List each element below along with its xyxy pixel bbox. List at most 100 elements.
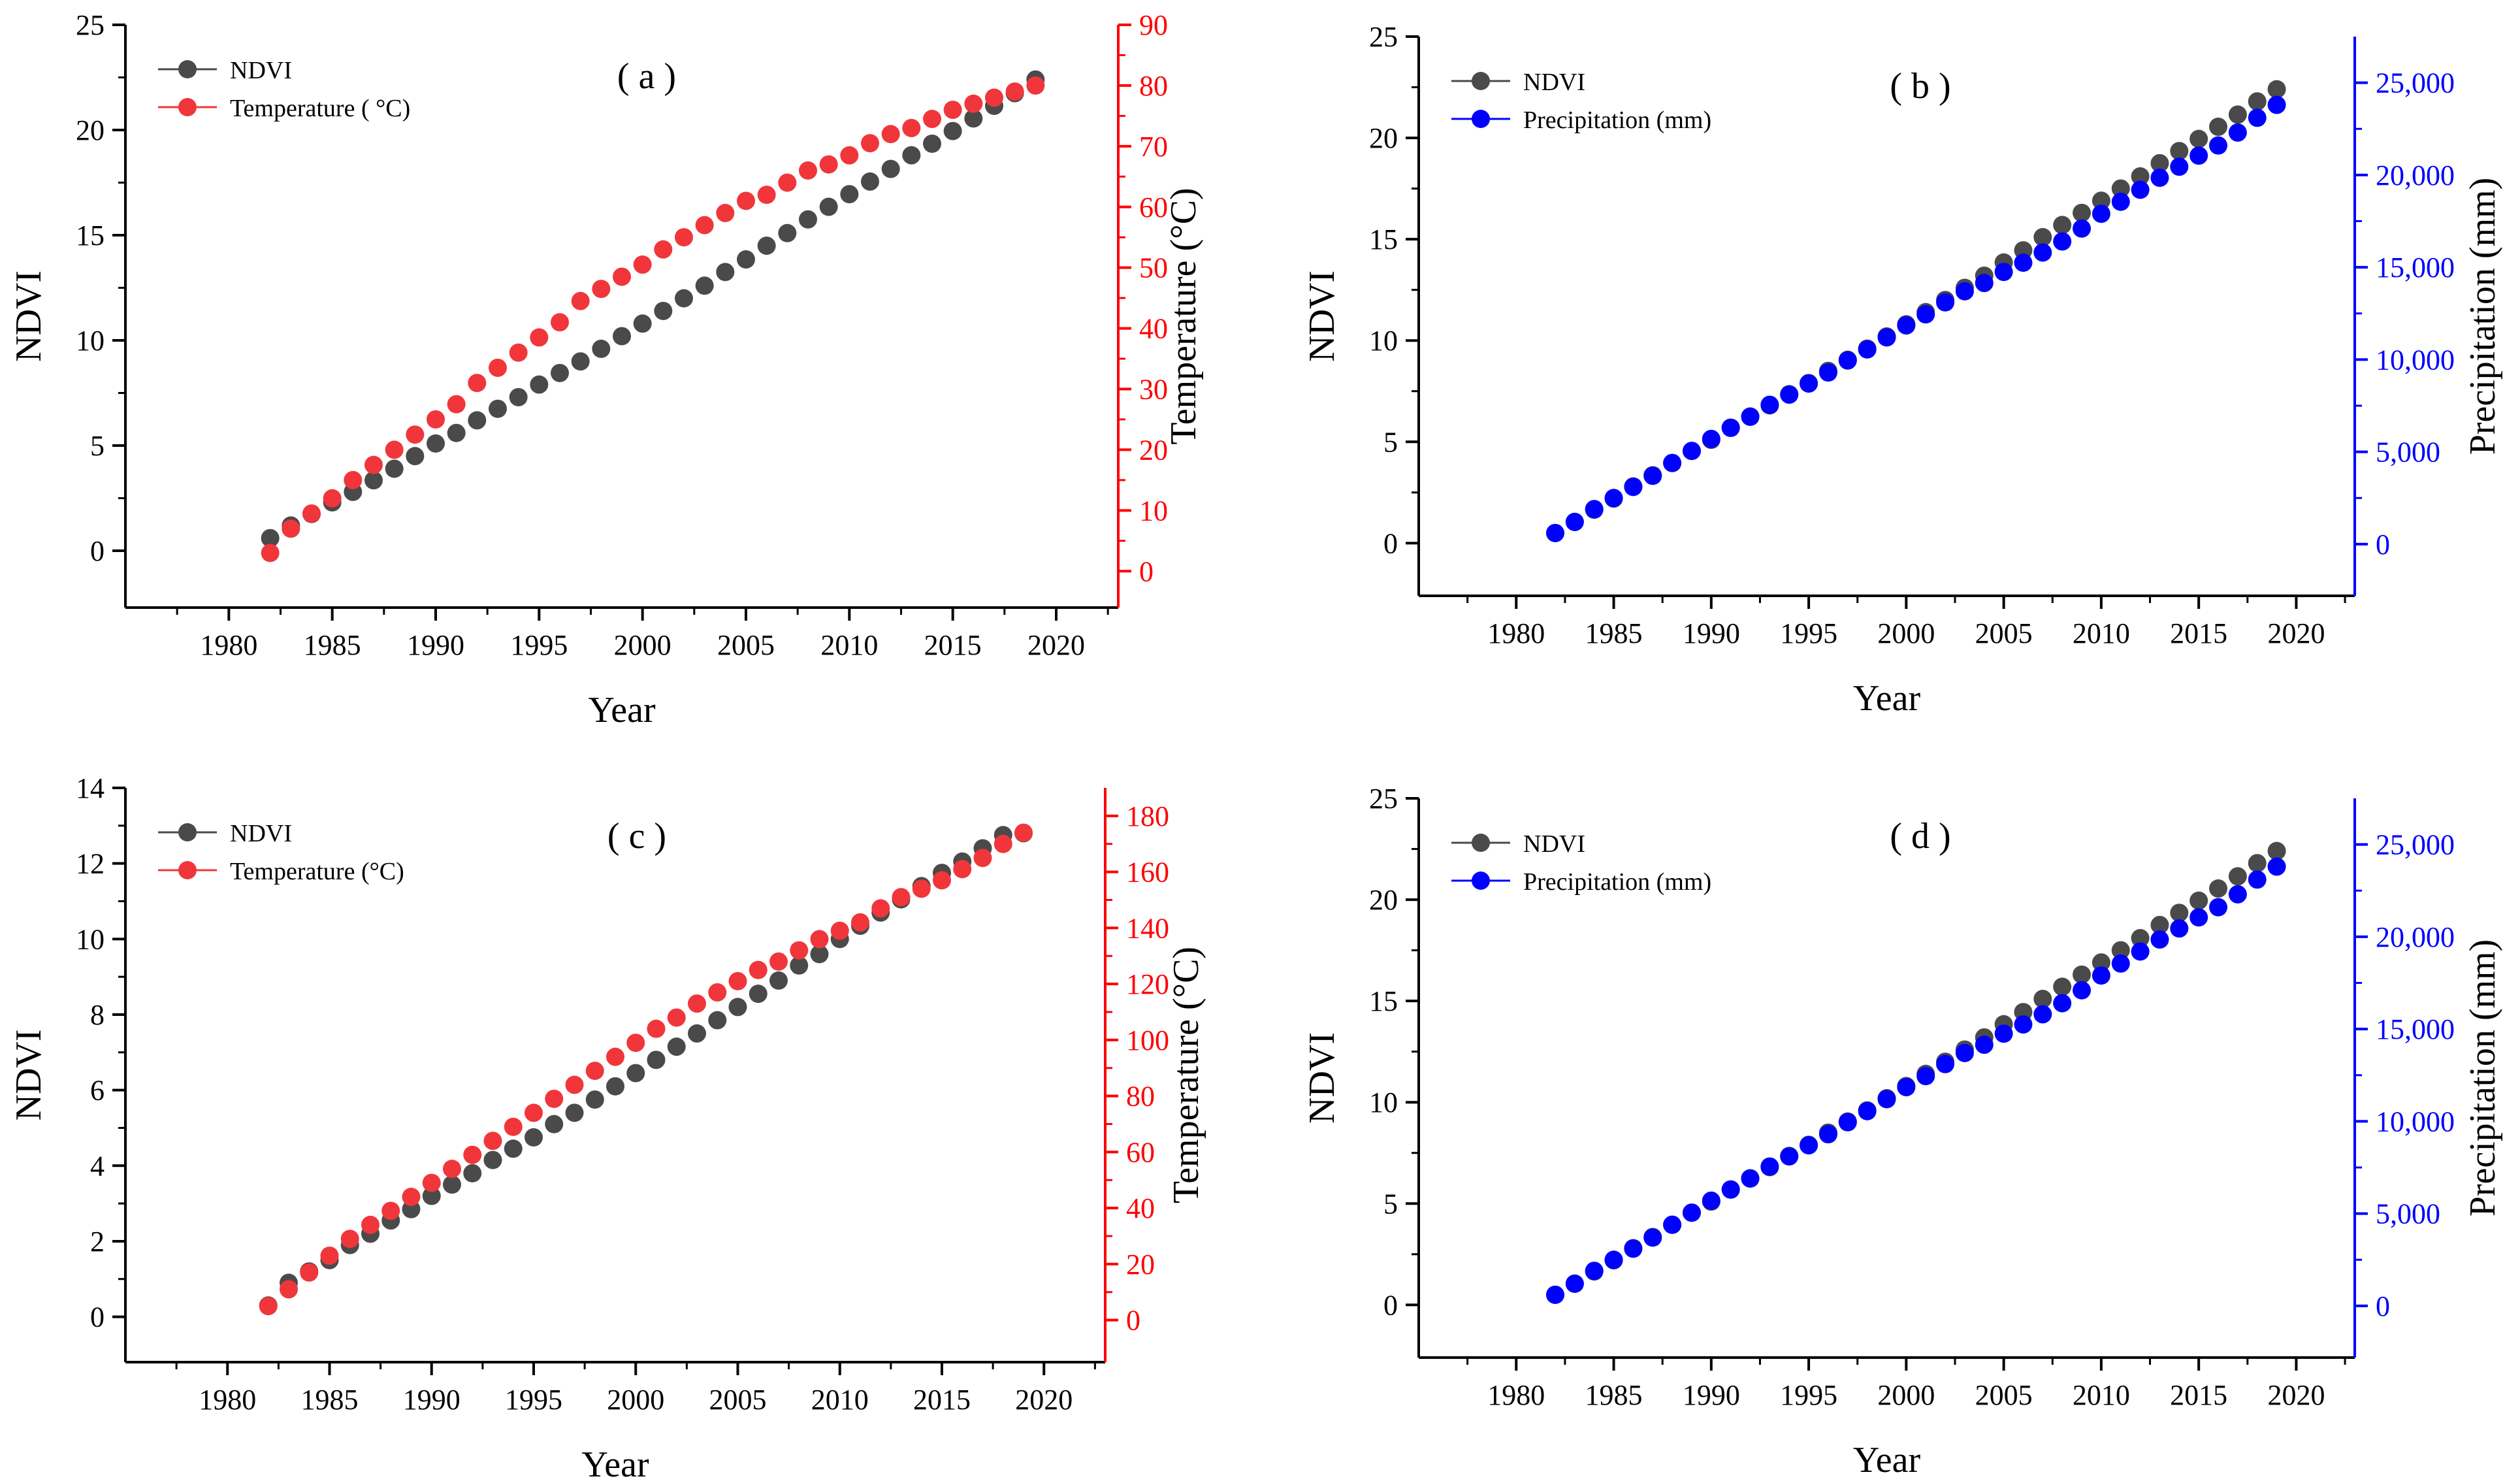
x-tick-label: 2015 [2170, 617, 2227, 649]
data-point [1780, 385, 1799, 404]
x-tick-label: 2005 [717, 629, 775, 661]
x-tick-label: 1980 [1487, 1379, 1545, 1411]
chart-panel-2: 1980 1985 1990 1995 2000 2005 2010 2015 20200510… [1302, 21, 2503, 719]
legend-label: NDVI [1523, 830, 1585, 858]
x-tick-label: 2015 [2170, 1379, 2227, 1411]
data-point [525, 1103, 543, 1122]
data-point [489, 399, 507, 418]
left-tick-label: 15 [1369, 223, 1398, 255]
x-tick-label: 2000 [614, 629, 671, 661]
data-point [769, 952, 788, 971]
data-point [2150, 915, 2169, 934]
data-point [364, 455, 383, 474]
x-tick-label: 1985 [1585, 1379, 1643, 1411]
right-tick-label: 25,000 [2376, 829, 2455, 861]
panel-label: ( d ) [1890, 816, 1950, 856]
data-point [2267, 95, 2286, 114]
data-point [2033, 990, 2052, 1009]
right-tick-label: 40 [1126, 1192, 1155, 1224]
data-point [592, 280, 611, 299]
legend-label: Temperature ( °C) [230, 95, 410, 122]
left-tick-label: 10 [76, 325, 105, 357]
legend-label: Temperature (°C) [230, 858, 404, 885]
x-tick-label: 1980 [200, 629, 257, 661]
right-tick-label: 80 [1126, 1081, 1155, 1113]
data-point [545, 1115, 564, 1133]
data-point [1760, 395, 1779, 414]
data-point [1663, 453, 1682, 472]
data-point [385, 440, 404, 459]
data-point [1877, 1090, 1896, 1109]
x-tick-label: 2010 [811, 1384, 869, 1416]
data-point [799, 161, 817, 180]
data-point [2131, 167, 2150, 186]
x-tick-label: 2015 [913, 1384, 971, 1416]
left-tick-label: 0 [1383, 1289, 1398, 1321]
data-point [1545, 523, 1564, 542]
data-point [902, 118, 921, 137]
data-point [551, 313, 569, 332]
right-tick-label: 90 [1139, 9, 1168, 41]
left-tick-label: 15 [1369, 985, 1398, 1017]
data-point [851, 913, 869, 932]
data-point [695, 276, 714, 295]
left-tick-label: 20 [1369, 884, 1398, 916]
data-point [2228, 105, 2247, 124]
data-point [892, 888, 911, 907]
data-point [2073, 965, 2092, 984]
x-tick-label: 2005 [1975, 617, 2033, 649]
right-tick-label: 20 [1126, 1248, 1155, 1280]
x-tick-label: 2005 [1975, 1379, 2033, 1411]
data-point [871, 899, 890, 918]
panel-label: ( b ) [1890, 66, 1950, 106]
data-point [2267, 857, 2286, 876]
data-point [1682, 1203, 1701, 1222]
data-point [2033, 1005, 2052, 1024]
data-point [943, 122, 962, 140]
data-point [2189, 146, 2208, 165]
data-point [654, 240, 673, 259]
data-point [606, 1047, 624, 1066]
x-tick-label: 1980 [199, 1384, 256, 1416]
x-tick-label: 1995 [505, 1384, 562, 1416]
data-point [2209, 118, 2228, 137]
right-tick-label: 40 [1139, 313, 1168, 345]
right-tick-label: 160 [1126, 856, 1169, 888]
data-point [280, 1280, 298, 1299]
data-point [647, 1019, 666, 1038]
data-point [323, 489, 342, 508]
x-tick-label: 1985 [1585, 617, 1643, 649]
legend-label: Precipitation (mm) [1523, 106, 1711, 134]
data-point [344, 470, 363, 489]
left-tick-label: 5 [1383, 1188, 1398, 1220]
chart-panel-1: 1980 1985 1990 1995 2000 2005 2010 2015 20200510… [8, 9, 1204, 730]
left-axis-title: NDVI [1302, 270, 1342, 362]
data-point [1545, 1285, 1564, 1304]
data-point [728, 998, 747, 1017]
left-axis-title: NDVI [8, 1030, 49, 1121]
data-point [571, 352, 590, 371]
data-point [675, 228, 693, 247]
x-tick-label: 1995 [1780, 617, 1837, 649]
data-point [654, 301, 673, 320]
panel-label: ( c ) [607, 816, 666, 856]
data-point [300, 1263, 319, 1282]
data-point [2170, 157, 2189, 176]
x-tick-label: 1990 [407, 629, 464, 661]
data-point [1780, 1147, 1799, 1166]
chart-panel-4: 1980 1985 1990 1995 2000 2005 2010 2015 20200510… [1302, 783, 2503, 1480]
data-point [1800, 374, 1818, 393]
right-tick-label: 100 [1126, 1024, 1169, 1056]
data-point [633, 314, 652, 333]
series-secondary [259, 823, 1033, 1316]
data-point [861, 134, 879, 153]
data-point [757, 236, 776, 255]
data-point [468, 374, 487, 393]
x-tick-label: 2010 [820, 629, 878, 661]
data-point [443, 1175, 461, 1194]
data-point [1663, 1215, 1682, 1234]
data-point [2092, 953, 2110, 972]
data-point [1936, 1054, 1955, 1073]
data-point [1818, 1125, 1837, 1144]
data-point [881, 159, 900, 178]
